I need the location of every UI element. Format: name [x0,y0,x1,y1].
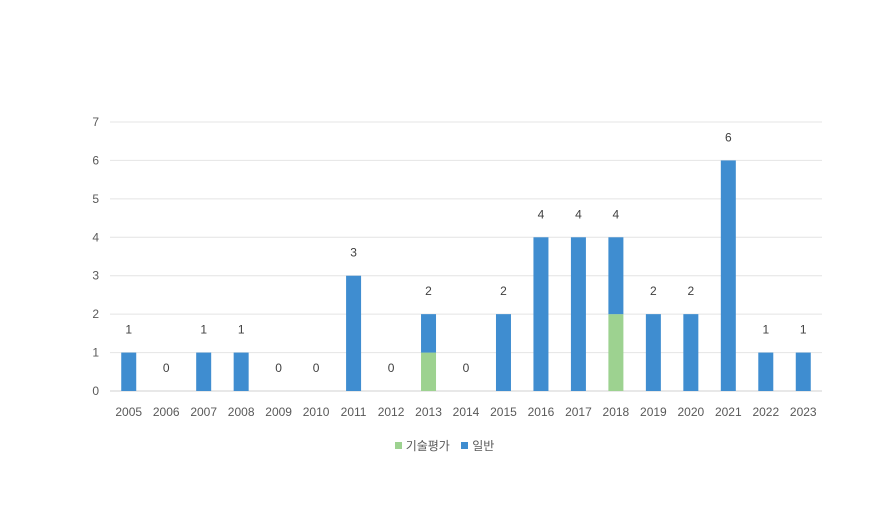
data-label: 2 [425,284,432,298]
data-label: 1 [200,323,207,337]
data-label: 2 [687,284,694,298]
y-tick-label: 5 [92,192,99,206]
x-tick-label: 2019 [640,405,667,419]
data-label: 4 [538,207,545,221]
bar-general-2007 [196,352,212,391]
data-label: 1 [238,323,245,337]
x-tick-label: 2011 [341,405,367,419]
data-label: 1 [800,323,807,337]
bar-general-2013 [421,314,437,353]
bar-general-2019 [645,314,661,391]
data-label: 1 [125,323,132,337]
legend-swatch-general [461,442,469,449]
bar-general-2005 [121,352,137,391]
x-tick-label: 2017 [565,405,592,419]
bar-tech-eval-2018 [608,314,624,391]
x-tick-label: 2009 [265,405,292,419]
data-label: 1 [762,323,769,337]
data-label: 0 [313,361,320,375]
legend-item-tech-eval: 기술평가 [394,437,450,454]
bar-general-2018 [608,237,624,315]
legend-item-general: 일반 [461,437,494,454]
data-label: 4 [613,207,620,221]
y-tick-label: 4 [92,230,99,244]
y-tick-label: 6 [92,153,99,167]
x-tick-label: 2016 [528,405,555,419]
gridlines [110,121,822,392]
data-label: 3 [350,246,357,260]
x-tick-label: 2022 [752,405,779,419]
bar-general-2023 [795,352,811,391]
x-tick-label: 2021 [715,405,742,419]
bars [121,160,811,391]
legend-label-tech-eval: 기술평가 [405,439,450,453]
x-tick-label: 2006 [153,405,180,419]
labels: 0123456720051200602007120081200902010020… [92,115,817,419]
data-label: 6 [725,130,732,144]
y-tick-label: 7 [92,115,99,129]
data-label: 2 [500,284,507,298]
data-label: 0 [388,361,395,375]
bar-general-2020 [683,314,699,391]
x-tick-label: 2005 [115,405,142,419]
y-tick-label: 0 [92,384,99,398]
bar-general-2017 [570,237,586,391]
data-label: 0 [463,361,470,375]
legend: 기술평가 일반 [0,437,889,454]
x-tick-label: 2015 [490,405,517,419]
data-label: 4 [575,207,582,221]
y-tick-label: 1 [92,346,99,360]
bar-general-2015 [495,314,511,391]
x-tick-label: 2008 [228,405,255,419]
bar-general-2021 [720,160,736,391]
data-label: 0 [275,361,282,375]
x-tick-label: 2014 [453,405,480,419]
legend-label-general: 일반 [472,439,495,453]
bar-general-2011 [346,275,362,391]
x-tick-label: 2007 [190,405,217,419]
bar-general-2016 [533,237,549,391]
x-tick-label: 2010 [303,405,330,419]
bar-tech-eval-2013 [421,352,437,391]
x-tick-label: 2018 [603,405,630,419]
bar-general-2008 [233,352,249,391]
data-label: 0 [163,361,170,375]
legend-swatch-tech-eval [394,442,402,449]
y-tick-label: 3 [92,269,99,283]
x-tick-label: 2023 [790,405,817,419]
x-tick-label: 2013 [415,405,442,419]
x-tick-label: 2020 [677,405,704,419]
bar-general-2022 [758,352,774,391]
data-label: 2 [650,284,657,298]
x-tick-label: 2012 [378,405,405,419]
y-tick-label: 2 [92,307,99,321]
